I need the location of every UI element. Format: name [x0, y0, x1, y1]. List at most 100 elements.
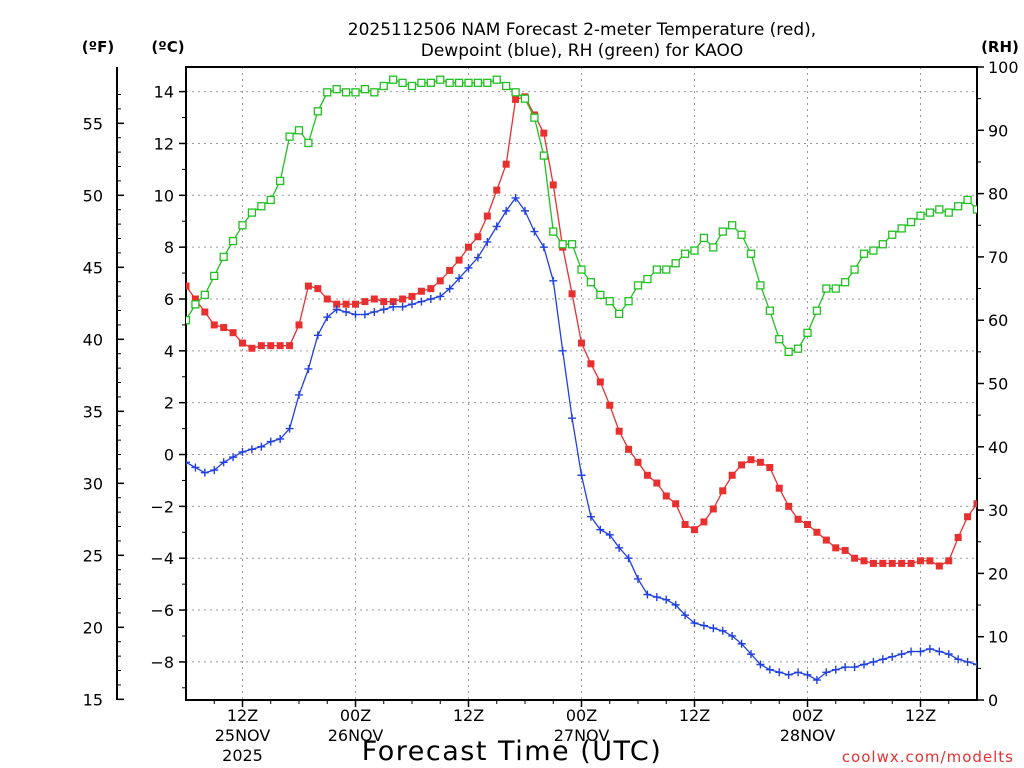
temperature-point [352, 300, 359, 308]
dewpoint-point [370, 307, 379, 316]
dewpoint-point [756, 660, 765, 669]
temperature-point [446, 266, 454, 274]
dewpoint-point [888, 652, 897, 661]
dewpoint-point [426, 294, 435, 303]
dewpoint-point [379, 305, 388, 314]
temperature-point [756, 458, 764, 466]
temperature-point [785, 502, 793, 510]
rh-point [186, 316, 191, 325]
celsius-tick-label: −2 [150, 497, 174, 516]
rh-point [285, 132, 294, 141]
temperature-point [964, 513, 972, 521]
rh-point [831, 284, 840, 293]
rh-point [407, 81, 417, 91]
temperature-point [333, 300, 341, 308]
dewpoint-line [186, 196, 977, 681]
rh-tick-label: 60 [988, 311, 1008, 330]
rh-tick-label: 70 [988, 248, 1008, 267]
dewpoint-point [850, 663, 859, 672]
rh-point [454, 78, 464, 87]
temperature-point [625, 445, 633, 453]
celsius-tick-label: 0 [164, 446, 174, 465]
rh-point [850, 265, 859, 274]
dewpoint-point [304, 364, 313, 373]
rh-point [511, 88, 520, 97]
dewpoint-point [709, 624, 718, 633]
rh-tick-label: 10 [988, 628, 1008, 647]
rh-point [257, 202, 266, 211]
temperature-point [427, 285, 435, 293]
dewpoint-point [624, 554, 633, 563]
rh-point [464, 78, 473, 87]
temperature-point [191, 295, 199, 303]
rh-point [483, 78, 492, 87]
temperature-point [474, 233, 482, 241]
dewpoint-point [389, 302, 398, 311]
dewpoint-point [728, 631, 737, 640]
dewpoint-point [210, 466, 219, 475]
temperature-point [672, 500, 680, 508]
celsius-tick-label: −8 [150, 653, 174, 672]
x-tick-label: 12Z [679, 706, 710, 725]
temperature-point [700, 518, 708, 526]
dewpoint-point [511, 193, 520, 202]
dewpoint-point [794, 668, 803, 677]
series-dewpoint [186, 193, 977, 685]
temperature-point [634, 458, 642, 466]
dewpoint-point [690, 619, 699, 628]
rh-point [746, 249, 756, 258]
rh-point [341, 88, 351, 97]
rh-point [351, 88, 360, 97]
dewpoint-point [699, 621, 708, 630]
temperature-point [502, 160, 510, 168]
temperature-point [248, 344, 256, 352]
rh-point [737, 230, 746, 239]
rh-point [916, 211, 925, 220]
dewpoint-point [360, 310, 369, 319]
celsius-tick-label: 2 [164, 394, 174, 413]
temperature-point [935, 562, 943, 570]
temperature-point [898, 559, 906, 567]
dewpoint-point [417, 297, 426, 306]
temperature-point [869, 559, 877, 567]
celsius-unit-label: (ºC) [151, 38, 184, 56]
temperature-point [568, 290, 576, 298]
dewpoint-point [869, 657, 878, 666]
dewpoint-point [257, 442, 266, 451]
celsius-tick-label: 4 [164, 342, 174, 361]
temperature-point [804, 521, 811, 529]
rh-point [228, 236, 238, 246]
rh-point [944, 208, 953, 217]
rh-point [445, 78, 454, 87]
dewpoint-point [897, 650, 906, 659]
fahrenheit-tick-label: 25 [83, 546, 103, 565]
x-axis-title: Forecast Time (UTC) [362, 736, 663, 767]
rh-point [586, 278, 596, 287]
rh-point [219, 252, 228, 262]
rh-tick-label: 30 [988, 501, 1008, 520]
rh-point [360, 85, 370, 94]
rh-point [210, 271, 219, 281]
rh-point [558, 240, 567, 249]
rh-point [652, 265, 661, 274]
rh-tick-label: 50 [988, 375, 1008, 394]
temperature-point [361, 298, 369, 306]
dewpoint-point [737, 639, 746, 648]
rh-point [812, 306, 822, 315]
fahrenheit-tick-label: 40 [83, 330, 103, 349]
dewpoint-point [907, 647, 916, 656]
dewpoint-point [313, 331, 322, 340]
celsius-tick-label: −4 [150, 549, 174, 568]
rh-point [925, 208, 935, 217]
rh-point [793, 344, 803, 353]
rh-point [266, 195, 275, 205]
dewpoint-point [944, 650, 953, 659]
temperature-point [926, 557, 934, 565]
dewpoint-point [605, 530, 614, 539]
rh-point [963, 195, 972, 205]
dewpoint-point [662, 595, 671, 604]
rh-point [765, 306, 774, 315]
temperature-point [229, 329, 237, 337]
temperature-point [186, 282, 190, 290]
temperature-point [945, 557, 953, 565]
